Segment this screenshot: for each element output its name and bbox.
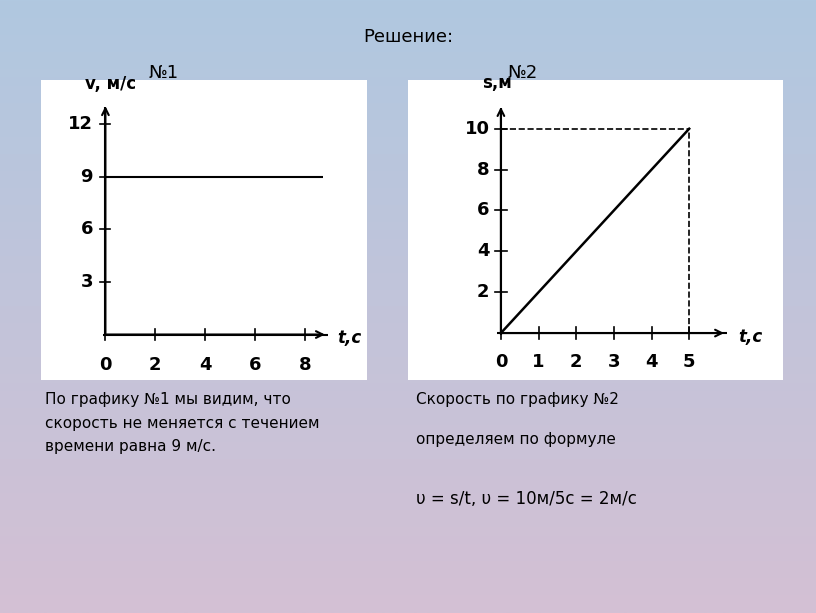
Text: 9: 9 (81, 168, 93, 186)
Text: υ = s/t, υ = 10м/5с = 2м/с: υ = s/t, υ = 10м/5с = 2м/с (416, 490, 637, 508)
Text: 2: 2 (149, 356, 162, 373)
Text: 5: 5 (683, 354, 695, 371)
Text: 6: 6 (477, 202, 490, 219)
Text: №1: №1 (149, 64, 178, 82)
Text: 3: 3 (608, 354, 620, 371)
Text: 10: 10 (464, 120, 490, 138)
Text: 6: 6 (81, 221, 93, 238)
Text: По графику №1 мы видим, что
скорость не меняется с течением
времени равна 9 м/с.: По графику №1 мы видим, что скорость не … (45, 392, 319, 454)
Text: 2: 2 (570, 354, 583, 371)
Text: 8: 8 (477, 161, 490, 178)
Text: 4: 4 (645, 354, 658, 371)
Text: 4: 4 (477, 242, 490, 261)
Text: 2: 2 (477, 283, 490, 301)
Text: определяем по формуле: определяем по формуле (416, 432, 616, 447)
Text: Скорость по графику №2: Скорость по графику №2 (416, 392, 619, 407)
Text: 0: 0 (100, 356, 112, 373)
Text: 3: 3 (81, 273, 93, 291)
Text: v, м/с: v, м/с (86, 75, 136, 93)
Text: Решение:: Решение: (363, 28, 453, 45)
Text: 6: 6 (249, 356, 262, 373)
Text: 0: 0 (494, 354, 508, 371)
Text: s,м: s,м (482, 74, 512, 92)
Text: t,с: t,с (338, 329, 362, 347)
Text: 12: 12 (68, 115, 93, 134)
Text: t,с: t,с (738, 328, 762, 346)
Text: 8: 8 (299, 356, 312, 373)
Text: 4: 4 (199, 356, 211, 373)
Text: №2: №2 (507, 64, 538, 82)
Text: 1: 1 (532, 354, 545, 371)
